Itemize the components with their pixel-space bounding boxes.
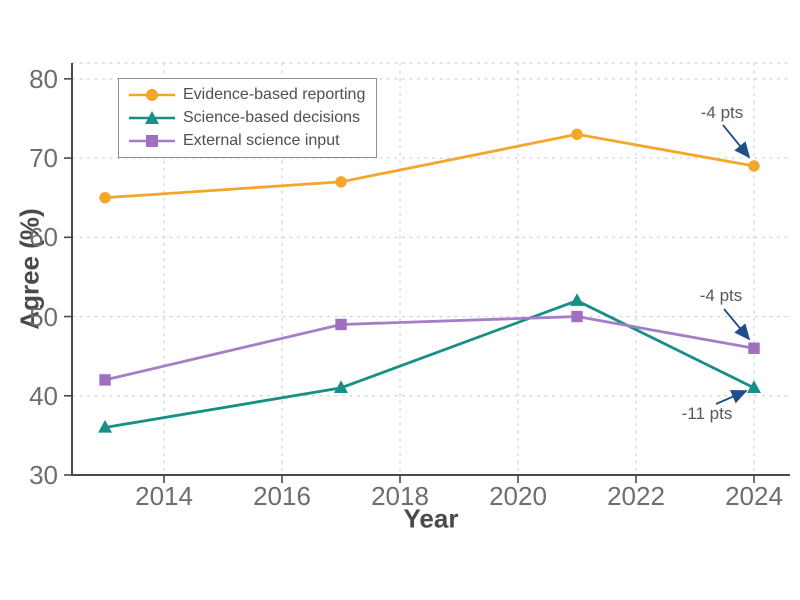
- x-tick-label: 2018: [371, 481, 429, 511]
- x-tick-label: 2022: [607, 481, 665, 511]
- annotation-external-change: -4 pts: [699, 286, 743, 305]
- legend-item-external: External science input: [129, 132, 366, 150]
- legend-label: Science-based decisions: [183, 108, 360, 126]
- x-tick-label: 2016: [253, 481, 311, 511]
- y-tick-label: 60: [29, 222, 58, 253]
- triangle-marker-icon: [129, 110, 175, 124]
- legend-item-science: Science-based decisions: [129, 109, 366, 127]
- x-tick-label: 2014: [135, 481, 193, 511]
- y-tick-label: 80: [29, 63, 58, 94]
- y-tick-label: 40: [29, 380, 58, 411]
- legend-item-evidence: Evidence-based reporting: [129, 86, 366, 104]
- circle-marker-icon: [129, 89, 175, 102]
- x-axis-title: Year: [403, 503, 459, 534]
- square-marker-icon: [129, 134, 175, 147]
- annotation-evidence-change: -4 pts: [700, 103, 744, 122]
- x-tick-label: 2020: [489, 481, 547, 511]
- y-tick-label: 70: [29, 143, 58, 174]
- x-tick-label: 2024: [725, 481, 783, 511]
- annotation-science-change: -11 pts: [681, 404, 733, 423]
- y-tick-label: 30: [29, 460, 58, 490]
- legend-label: External science input: [183, 131, 340, 149]
- legend-label: Evidence-based reporting: [183, 86, 366, 104]
- legend: Evidence-based reporting Science-based d…: [118, 78, 377, 158]
- y-tick-label: 50: [29, 301, 58, 332]
